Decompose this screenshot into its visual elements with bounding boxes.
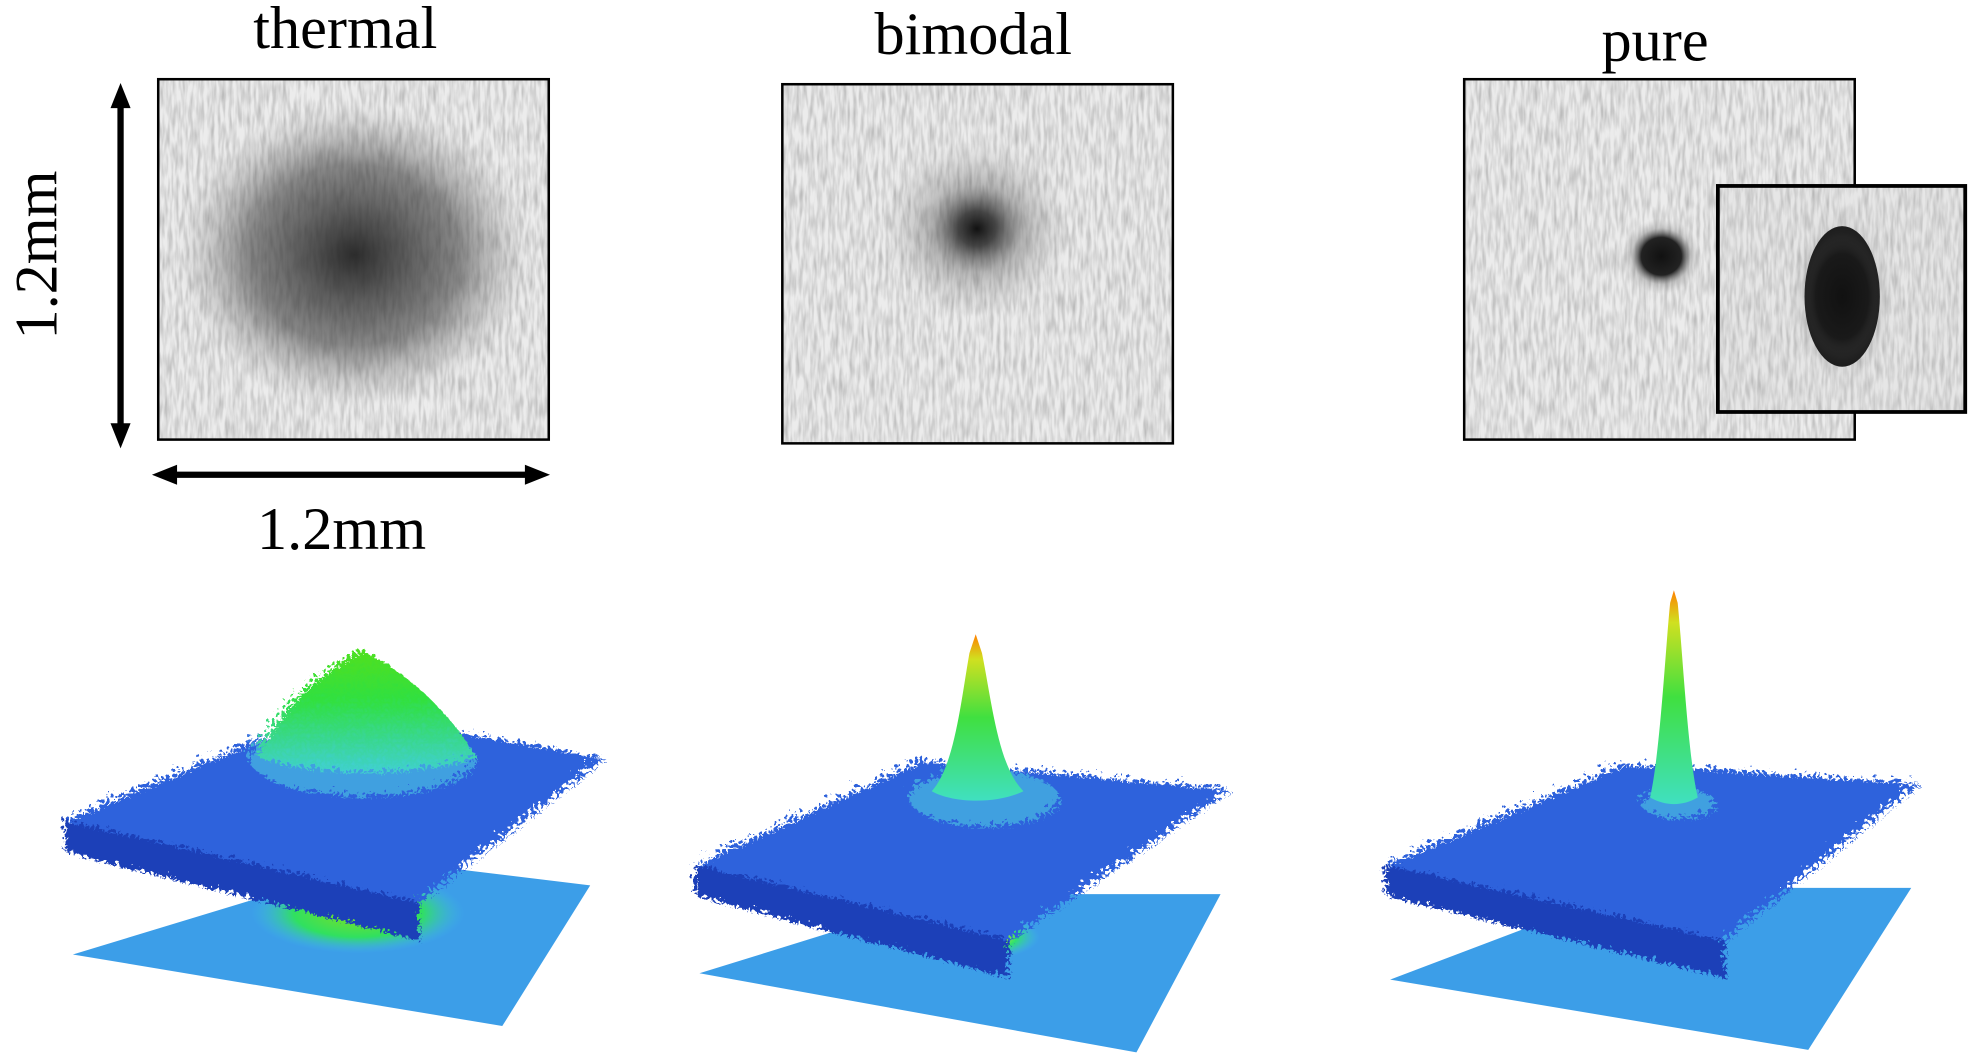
panel-title: pure [1602, 7, 1709, 74]
absorption-image [158, 79, 549, 439]
figure: thermal bimodal pure 1.2mm 1.2mm [0, 0, 1969, 1055]
inset-image [1718, 186, 1965, 412]
surface-plot [691, 634, 1226, 1052]
scale-label: 1.2mm [4, 170, 71, 339]
scale-label: 1.2mm [257, 496, 426, 563]
surface-plot [60, 647, 600, 1026]
surface-plot [1381, 590, 1915, 1050]
panel-title: bimodal [874, 1, 1072, 68]
panel-title: thermal [253, 0, 437, 62]
absorption-image [782, 84, 1173, 443]
